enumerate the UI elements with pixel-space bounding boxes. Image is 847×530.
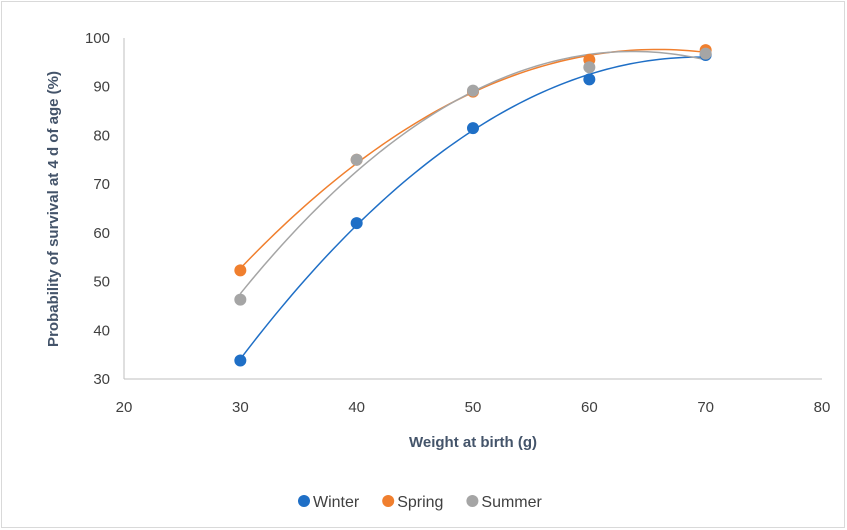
x-tick-label: 70 bbox=[697, 399, 714, 416]
data-point-spring bbox=[234, 264, 247, 277]
x-axis-title: Weight at birth (g) bbox=[409, 434, 537, 451]
y-tick-label: 40 bbox=[93, 322, 110, 339]
trendline-winter bbox=[239, 56, 706, 360]
y-tick-label: 60 bbox=[93, 225, 110, 242]
data-point-winter bbox=[234, 354, 247, 367]
data-point-winter bbox=[583, 73, 596, 86]
legend-label-winter: Winter bbox=[313, 494, 360, 511]
x-tick-label: 60 bbox=[581, 399, 598, 416]
legend-label-summer: Summer bbox=[481, 494, 542, 511]
legend: Winter Spring Summer bbox=[298, 494, 543, 511]
plot-layer: 30 40 50 60 70 80 90 100 20 30 40 50 60 70 80 bbox=[85, 30, 830, 416]
y-tick-label: 100 bbox=[85, 30, 110, 47]
y-axis-title-group: Probability of survival at 4 d of age (%… bbox=[45, 71, 62, 347]
data-point-summer bbox=[350, 153, 363, 166]
legend-label-spring: Spring bbox=[397, 494, 443, 511]
x-tick-label: 30 bbox=[232, 399, 249, 416]
x-tick-label: 40 bbox=[348, 399, 365, 416]
x-tick-label: 50 bbox=[465, 399, 482, 416]
data-point-summer bbox=[583, 61, 596, 74]
data-point-summer bbox=[467, 84, 479, 97]
y-tick-label: 30 bbox=[93, 371, 110, 388]
y-tick-label: 70 bbox=[93, 176, 110, 193]
legend-marker-spring bbox=[382, 495, 395, 507]
data-point-summer bbox=[234, 293, 247, 306]
data-point-winter bbox=[350, 217, 363, 230]
y-axis-title: Probability of survival at 4 d of age (%… bbox=[45, 71, 62, 347]
trendline-spring bbox=[239, 48, 706, 269]
legend-marker-summer bbox=[466, 495, 479, 507]
x-tick-label: 80 bbox=[814, 399, 831, 416]
legend-marker-winter bbox=[298, 495, 310, 507]
y-tick-label: 80 bbox=[93, 127, 110, 144]
data-point-summer bbox=[699, 47, 712, 60]
y-tick-label: 90 bbox=[93, 79, 110, 96]
x-tick-label: 20 bbox=[116, 399, 133, 416]
data-point-winter bbox=[467, 122, 479, 135]
y-tick-label: 50 bbox=[93, 274, 110, 291]
